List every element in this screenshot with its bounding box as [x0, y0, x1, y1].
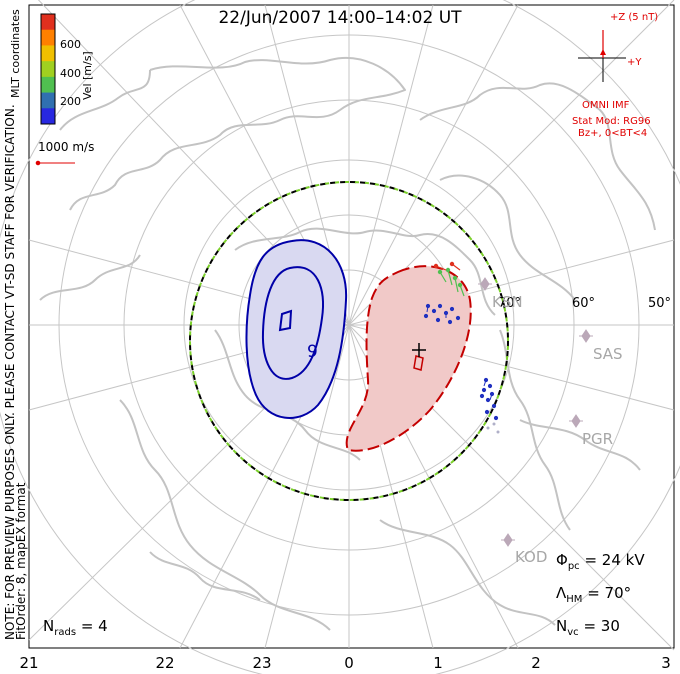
stat-n-vc: Nvc = 30: [556, 617, 620, 638]
radar-markers: [478, 277, 593, 547]
velocity-vectors-green: [437, 267, 465, 297]
colorbar-tick-400: 400: [60, 67, 81, 80]
velocity-vectors-gray: [486, 422, 500, 434]
velocity-vectors-red: [433, 261, 461, 271]
latitude-label-60: 60°: [572, 296, 596, 311]
stat-nvc-value: = 30: [583, 617, 620, 635]
mlt-coordinates-label: MLT coordinates: [9, 9, 22, 98]
colorbar-segment: [41, 92, 55, 109]
stat-phi-value: = 24 kV: [584, 551, 645, 569]
mlt-label-2: 2: [531, 654, 541, 672]
colorbar-tick-600: 600: [60, 38, 81, 51]
vector-scale: [35, 160, 75, 166]
negative-contour-core: [278, 309, 293, 332]
stat-phi-sub: pc: [567, 561, 580, 572]
colorbar-border: [40, 13, 56, 125]
contour-value-label: 9: [307, 342, 318, 362]
radar-label-ksn: KSN: [492, 293, 523, 311]
stat-lambda-sub: HM: [566, 594, 583, 605]
mlt-label-0: 0: [344, 654, 354, 672]
plot-title: 22/Jun/2007 14:00–14:02 UT: [218, 8, 462, 28]
radar-label-pgr: PGR: [582, 430, 614, 448]
mlt-label-23: 23: [252, 654, 272, 672]
latitude-label-70: 70°: [498, 296, 522, 311]
stat-phi-pc: Φpc = 24 kV: [556, 551, 645, 572]
mlt-label-1: 1: [433, 654, 443, 672]
coastlines: [39, 56, 656, 631]
colorbar-segment: [41, 108, 55, 125]
plot-frame: [28, 4, 675, 649]
positive-convection-cell: [345, 265, 472, 452]
mlt-label-21: 21: [19, 654, 39, 672]
colorbar-segment: [41, 61, 55, 78]
imf-z-label: +Z (5 nT): [610, 12, 659, 23]
velocity-vectors: [423, 303, 499, 421]
stat-lambda-hm: ΛHM = 70°: [556, 584, 631, 605]
stat-lambda-symbol: Λ: [556, 584, 567, 602]
radar-marker-ksn: [478, 277, 492, 291]
stat-n-rads-symbol: N: [43, 617, 55, 635]
stat-nvc-sub: vc: [567, 627, 579, 638]
mlt-label-3: 3: [661, 654, 671, 672]
colorbar-segment: [41, 14, 55, 31]
colorbar-segment: [41, 76, 55, 94]
imf-y-label: +Y: [627, 57, 642, 68]
imf-condition: Bz+, 0<BT<4: [578, 128, 648, 139]
vector-scale-label: 1000 m/s: [38, 140, 95, 154]
stat-phi-symbol: Φ: [556, 551, 568, 569]
radar-label-kod: KOD: [515, 548, 548, 566]
radar-marker-kod: [501, 533, 515, 547]
stat-lambda-value: = 70°: [587, 584, 632, 602]
radar-marker-sas: [579, 329, 593, 343]
stat-n-rads: Nrads = 4: [43, 617, 108, 638]
stat-n-rads-value: = 4: [80, 617, 108, 635]
colorbar-tick-200: 200: [60, 95, 81, 108]
stat-n-rads-sub: rads: [54, 627, 77, 638]
imf-stat-model: Stat Mod: RG96: [572, 116, 651, 127]
negative-contour-inner: [261, 266, 324, 380]
positive-contour-core: [413, 355, 424, 371]
radar-label-sas: SAS: [593, 345, 623, 363]
imf-dial: [578, 30, 626, 82]
fit-order-note: FitOrder: 8, mapEX format: [14, 482, 28, 640]
stat-nvc-symbol: N: [556, 617, 568, 635]
colorbar-label: Vel [m/s]: [81, 51, 94, 100]
latitude-label-50: 50°: [648, 296, 672, 311]
imf-source: OMNI IMF: [582, 100, 630, 111]
heppner-maynard-boundary-green: [189, 181, 509, 501]
potential-maximum-marker: [412, 343, 426, 357]
velocity-colorbar: [40, 13, 56, 125]
colorbar-segment: [41, 45, 55, 62]
radar-marker-pgr: [569, 414, 583, 428]
mlt-label-22: 22: [155, 654, 175, 672]
colorbar-segment: [41, 29, 55, 46]
